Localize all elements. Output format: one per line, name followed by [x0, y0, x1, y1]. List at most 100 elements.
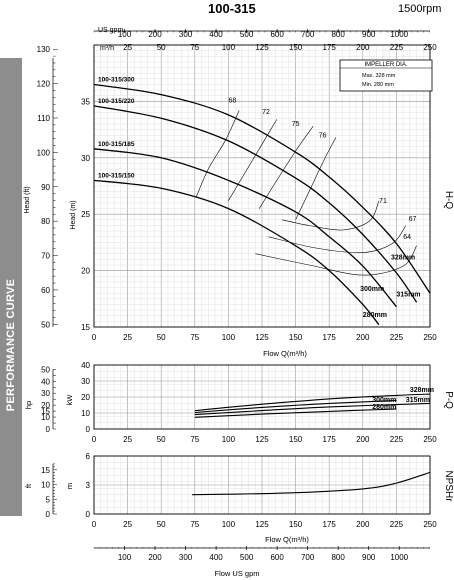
efficiency-line [228, 119, 278, 201]
impeller-box-title: IMPELLER DIA. [364, 62, 407, 68]
top-gpm-tick-label: 100 [118, 30, 132, 39]
npsh-curve [192, 471, 431, 496]
npsh-side-label: NPSHr [443, 470, 454, 502]
hq-x-tick-label: 225 [390, 333, 404, 342]
hq-x-tick-label: 50 [157, 333, 166, 342]
npsh-x-tick-label: 50 [157, 520, 166, 529]
pq-x-tick-label: 0 [92, 435, 97, 444]
hq-ft-tick-label: 70 [41, 252, 50, 261]
bottom-gpm-tick-label: 900 [362, 553, 376, 562]
hq-ft-tick-label: 60 [41, 286, 50, 295]
npsh-x-axis-label: Flow Q(m³/h) [265, 535, 309, 544]
top-gpm-tick-label: 300 [179, 30, 193, 39]
pq-kw-tick-label: 20 [81, 393, 90, 402]
pq-frame [93, 364, 431, 430]
model-title: 100-315 [208, 1, 256, 16]
npsh-x-tick-label: 0 [92, 520, 97, 529]
efficiency-line [295, 137, 337, 220]
bottom-gpm-tick-label: 500 [240, 553, 254, 562]
top-q-tick-label: 150 [289, 43, 303, 52]
efficiency-line [259, 126, 314, 209]
hq-ft-tick-label: 120 [37, 80, 51, 89]
top-q-tick-label: 250 [423, 43, 437, 52]
pq-curve-label: 328mm [410, 387, 434, 394]
bottom-gpm-tick-label: 800 [331, 553, 345, 562]
top-gpm-tick-label: 800 [331, 30, 345, 39]
pq-curve-300mm [194, 399, 397, 414]
npsh-x-tick-label: 150 [289, 520, 303, 529]
pq-hp-tick-label: 50 [41, 365, 50, 374]
bottom-gpm-tick-label: 400 [209, 553, 223, 562]
hq-m-tick-label: 20 [81, 267, 90, 276]
hq-x-tick-label: 75 [190, 333, 199, 342]
hq-ft-tick-label: 50 [41, 320, 50, 329]
pq-x-tick-label: 25 [123, 435, 132, 444]
npsh-x-tick-label: 250 [423, 520, 437, 529]
efficiency-label: 68 [229, 98, 237, 105]
pq-x-tick-label: 50 [157, 435, 166, 444]
hq-x-tick-label: 200 [356, 333, 370, 342]
top-gpm-tick-label: 200 [148, 30, 162, 39]
bottom-gpm-tick-label: 600 [270, 553, 284, 562]
npsh-x-tick-label: 200 [356, 520, 370, 529]
npsh-m-tick-label: 0 [86, 510, 91, 519]
hq-ft-axis-label: Head (ft) [24, 186, 31, 213]
hq-curve-100-315/300 [93, 83, 431, 294]
hq-curve-label: 100-315/220 [98, 98, 135, 105]
pq-hp-tick-label: 10 [41, 413, 50, 422]
npsh-ft-tick-label: 0 [46, 510, 51, 519]
hq-x-tick-label: 125 [255, 333, 269, 342]
hq-curve-label: 100-315/185 [98, 141, 135, 148]
pq-kw-tick-label: 40 [81, 361, 90, 370]
npsh-x-tick-label: 225 [390, 520, 404, 529]
hq-ft-tick-label: 110 [37, 114, 50, 123]
bottom-gpm-tick-label: 100 [118, 553, 132, 562]
top-gpm-tick-label: 900 [362, 30, 376, 39]
hq-ft-tick-label: 80 [41, 217, 50, 226]
npsh-m-tick-label: 6 [86, 452, 91, 461]
efficiency-label: 72 [262, 109, 270, 116]
hq-diameter-label: 315mm [396, 292, 420, 299]
pq-curve-328mm [194, 393, 431, 412]
hq-x-tick-label: 175 [323, 333, 337, 342]
hq-diameter-label: 280mm [363, 312, 387, 319]
hq-curve-100-315/185 [93, 148, 397, 308]
top-gpm-tick-label: 500 [240, 30, 254, 39]
npsh-x-tick-label: 75 [190, 520, 199, 529]
pq-curve-280mm [194, 408, 397, 418]
npsh-frame [93, 455, 431, 515]
bottom-gpm-tick-label: 1000 [390, 553, 408, 562]
efficiency-label: 67 [409, 216, 417, 223]
pq-x-tick-label: 75 [190, 435, 199, 444]
top-q-tick-label: 25 [123, 43, 132, 52]
pq-x-tick-label: 175 [323, 435, 337, 444]
speed-label: 1500rpm [398, 3, 442, 15]
npsh-x-tick-label: 125 [255, 520, 269, 529]
npsh-m-axis-label: m [65, 483, 74, 489]
hq-m-tick-label: 25 [81, 210, 90, 219]
bottom-gpm-tick-label: 200 [148, 553, 162, 562]
pq-curve-315mm [194, 402, 431, 416]
top-gpm-tick-label: 1000 [390, 30, 408, 39]
hq-frame [93, 44, 431, 328]
pq-curve-label: 315mm [406, 397, 430, 404]
hq-curve-label: 100-315/300 [98, 76, 135, 83]
pq-x-tick-label: 200 [356, 435, 370, 444]
hq-x-tick-label: 0 [92, 333, 97, 342]
pq-x-tick-label: 250 [423, 435, 437, 444]
sidebar-panel: PERFORMANCE CURVE [0, 58, 22, 516]
top-q-tick-label: 200 [356, 43, 370, 52]
hq-m-axis-label: Head (m) [70, 200, 77, 229]
hq-m-tick-label: 35 [81, 97, 90, 106]
efficiency-line [195, 110, 240, 198]
hq-curve-100-315/220 [93, 105, 418, 303]
impeller-box: IMPELLER DIA. Max. 328 mm Min. 280 mm [339, 59, 433, 92]
pq-hp-tick-label: 30 [41, 389, 50, 398]
pq-kw-tick-label: 30 [81, 377, 90, 386]
impeller-box-min: Min. 280 mm [362, 82, 394, 88]
npsh-x-tick-label: 175 [323, 520, 337, 529]
bottom-gpm-tick-label: 300 [179, 553, 193, 562]
top-q-tick-label: 75 [190, 43, 199, 52]
pq-curve-label: 280mm [372, 404, 396, 411]
